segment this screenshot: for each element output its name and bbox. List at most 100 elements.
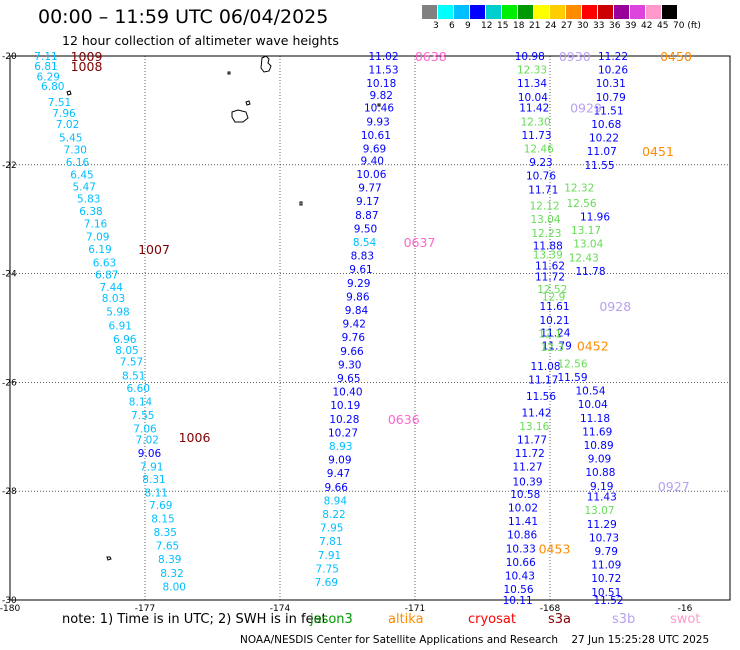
wave-height-label: 5.47 (73, 182, 96, 194)
wave-height-label: 5.45 (59, 133, 82, 145)
pass-time-label: 1009 (71, 49, 103, 64)
legend-label: 45 (657, 21, 669, 31)
wave-height-label: 11.17 (528, 375, 558, 387)
pass-time-label: 0636 (388, 412, 420, 427)
credit-text: NOAA/NESDIS Center for Satellite Applica… (240, 634, 558, 646)
wave-height-label: 9.86 (346, 291, 370, 303)
legend-swatch (614, 5, 630, 19)
pass-time-label: 1006 (179, 430, 211, 445)
chart-grid (9, 55, 731, 601)
wave-height-label: 13.04 (573, 239, 603, 251)
legend-swatch (502, 5, 518, 19)
wave-height-label: 7.44 (100, 282, 124, 294)
wave-height-label: 10.98 (515, 51, 545, 63)
wave-height-label: 9.40 (361, 155, 384, 167)
wave-height-label: 12.56 (566, 198, 596, 210)
wave-height-label: 7.06 (133, 424, 157, 436)
wave-height-label: 7.02 (56, 119, 79, 131)
pass-time-label: 0451 (642, 144, 674, 159)
wave-height-label: 12.1 (538, 328, 561, 340)
wave-height-label: 7.57 (120, 357, 143, 369)
wave-height-label: 7.91 (140, 462, 163, 474)
wave-height-label: 11.18 (580, 413, 610, 425)
wave-height-label: 8.93 (329, 441, 352, 453)
wave-height-label: 10.26 (598, 65, 628, 77)
wave-height-label: 10.02 (508, 503, 538, 515)
legend-label: 21 (529, 21, 541, 31)
wave-height-label: 10.61 (361, 130, 391, 142)
wave-height-label: 7.30 (64, 145, 87, 157)
wave-height-label: 10.33 (506, 543, 536, 555)
wave-height-label: 7.69 (149, 500, 172, 512)
legend-label: 27 (561, 21, 573, 31)
wave-height-label: 8.00 (163, 581, 186, 593)
wave-height-label: 11.42 (519, 103, 549, 115)
legend-swatch (438, 5, 454, 19)
wave-height-label: 8.03 (102, 293, 125, 305)
wave-height-label: 10.39 (512, 476, 542, 488)
island-outline (106, 556, 112, 561)
wave-height-label: 10.06 (356, 169, 386, 181)
wave-height-label: 13.17 (571, 225, 601, 237)
wave-height-label: 11.55 (584, 160, 614, 172)
wave-height-label: 13.16 (519, 421, 549, 433)
wave-height-label: 9.06 (138, 448, 162, 460)
wave-height-label: 9.09 (328, 455, 351, 467)
wave-height-label: 8.05 (115, 345, 138, 357)
wave-height-label: 9.47 (327, 468, 350, 480)
wave-height-label: 10.27 (328, 427, 358, 439)
island-outline (299, 201, 303, 206)
wave-height-label: 8.54 (353, 237, 377, 249)
x-tick-label: -180 (0, 604, 20, 614)
wave-height-label: 10.46 (364, 103, 394, 115)
pass-time-label: 0452 (577, 338, 609, 353)
y-tick-label: -28 (2, 487, 17, 497)
x-tick-label: -171 (405, 604, 425, 614)
wave-height-label: 7.65 (156, 541, 179, 553)
wave-height-label: 10.72 (591, 573, 621, 585)
wave-height-label: 8.87 (355, 210, 378, 222)
legend-label: 15 (497, 21, 509, 31)
legend-swatch (582, 5, 598, 19)
wave-height-label: 8.39 (158, 554, 181, 566)
wave-height-label: 7.75 (316, 563, 339, 575)
wave-height-label: 12.46 (524, 143, 554, 155)
wave-height-label: 10.73 (589, 532, 619, 544)
wave-height-label: 6.87 (95, 270, 118, 282)
wave-height-label: 11.72 (515, 448, 545, 460)
wave-height-label: 11.72 (535, 271, 565, 283)
wave-height-label: 9.61 (349, 264, 372, 276)
wave-height-label: 8.14 (129, 396, 153, 408)
wave-height-label: 11.59 (557, 372, 587, 384)
legend-label: 24 (545, 21, 557, 31)
wave-height-label: 10.11 (503, 595, 533, 607)
wave-height-label: 11.88 (533, 240, 563, 252)
legend-swatch (534, 5, 550, 19)
wave-height-label: 11.22 (598, 51, 628, 63)
legend-label: 33 (593, 21, 605, 31)
legend-label: 30 (577, 21, 589, 31)
wave-height-label: 12.43 (569, 252, 599, 264)
wave-height-label: 10.22 (589, 133, 619, 145)
island-outline (227, 71, 231, 75)
legend-swatch (454, 5, 470, 19)
axis-ticks: -180 -177 -174 -171 -168 -16 -20 -22 -24 -26 -28 -3… (0, 52, 693, 614)
color-legend: 3 6 9 12 15 18 21 24 27 30 33 36 39 42 45 70 (ft) (422, 5, 701, 33)
wave-height-label: 10.79 (596, 92, 626, 104)
wave-height-label: 12.23 (531, 228, 561, 240)
wave-height-label: 12.33 (517, 65, 547, 77)
wave-height-label: 6.81 (34, 61, 57, 73)
wave-height-label: 10.88 (585, 467, 615, 479)
wave-height-label: 11.09 (591, 560, 621, 572)
wave-height-label: 7.16 (84, 219, 108, 231)
wave-height-label: 8.31 (142, 474, 165, 486)
wave-height-label: 9.93 (366, 116, 389, 128)
wave-height-label: 10.89 (584, 440, 614, 452)
note-text: note: 1) Time is in UTC; 2) SWH is in fe… (62, 612, 327, 627)
wave-height-label: 6.60 (127, 383, 150, 395)
wave-height-label: 10.66 (506, 557, 536, 569)
legend-label: 39 (625, 21, 637, 31)
island-outline (66, 90, 72, 96)
wave-height-label: 10.68 (591, 119, 621, 131)
wave-height-label: 10.04 (518, 92, 548, 104)
